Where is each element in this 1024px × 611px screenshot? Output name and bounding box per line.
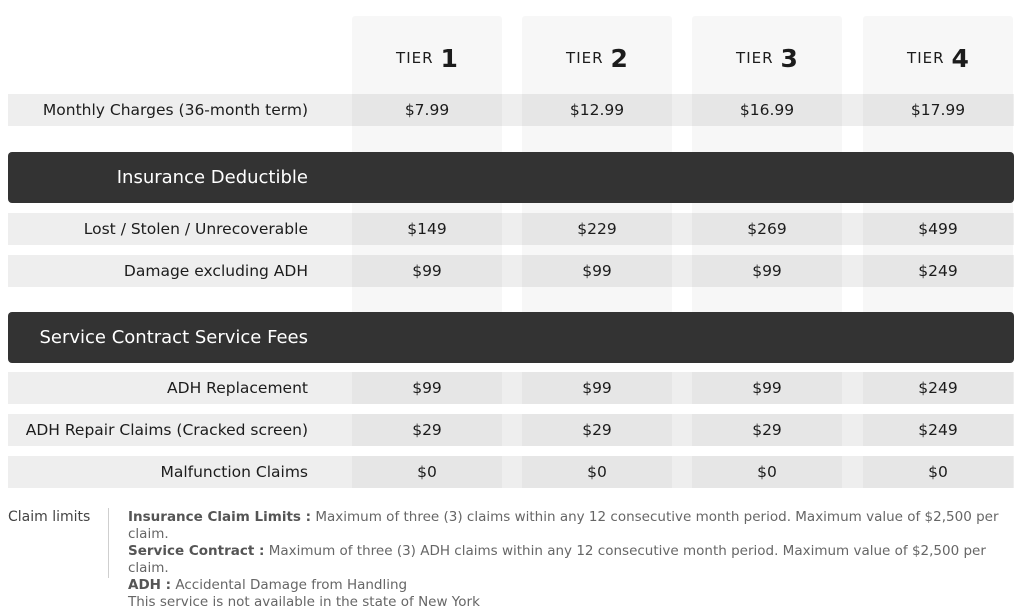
tier-2-value: $99 [582,262,612,280]
tier-4-value: $0 [928,463,948,481]
row-label: ADH Replacement [167,379,308,397]
tier-2-value: $229 [577,220,617,238]
tier-4-value: $499 [918,220,958,238]
tier-number: 1 [440,43,458,73]
tier-word: TIER [907,49,945,67]
table-row: ADH Replacement $99 $99 $99 $249 [8,372,1014,404]
row-label: Lost / Stolen / Unrecoverable [83,220,308,238]
tier-4-value: $249 [918,379,958,397]
tier-4-value: $249 [918,421,958,439]
tier-number: 4 [951,43,969,73]
tier-3-value: $29 [752,421,782,439]
monthly-charges-row: Monthly Charges (36-month term) $7.99 $1… [8,94,1014,126]
tier-number: 2 [610,43,628,73]
tier-number: 3 [780,43,798,73]
tier-1-value: $0 [417,463,437,481]
tier-3-value: $99 [752,379,782,397]
service-contract-note: Service Contract : Maximum of three (3) … [128,543,986,576]
tier-4-value: $249 [918,262,958,280]
claim-limits-label: Claim limits [8,509,91,525]
tier-word: TIER [736,49,774,67]
tier-4-header: TIER 4 [863,40,1013,76]
section-title: Insurance Deductible [116,167,308,188]
claim-limits-notes: Insurance Claim Limits : Maximum of thre… [128,509,1024,611]
tier-4-value: $17.99 [910,101,966,119]
divider [108,508,109,578]
tier-2-value: $99 [582,379,612,397]
tier-3-value: $0 [757,463,777,481]
insurance-claim-limits-note: Insurance Claim Limits : Maximum of thre… [128,509,999,542]
tier-1-value: $7.99 [404,101,450,119]
availability-note: This service is not available in the sta… [128,594,480,610]
tier-1-value: $99 [412,262,442,280]
table-row: Lost / Stolen / Unrecoverable $149 $229 … [8,213,1014,245]
tier-1-value: $29 [412,421,442,439]
service-contract-fees-header: Service Contract Service Fees [8,312,1014,363]
section-title: Service Contract Service Fees [39,327,308,348]
tier-2-value: $29 [582,421,612,439]
tier-word: TIER [566,49,604,67]
table-row: Damage excluding ADH $99 $99 $99 $249 [8,255,1014,287]
tier-1-header: TIER 1 [352,40,502,76]
tier-2-value: $0 [587,463,607,481]
tier-2-value: $12.99 [569,101,625,119]
row-label: Damage excluding ADH [123,262,308,280]
insurance-deductible-header: Insurance Deductible [8,152,1014,203]
tier-3-value: $269 [747,220,787,238]
row-label: Monthly Charges (36-month term) [42,101,308,119]
tier-1-value: $149 [407,220,447,238]
tier-word: TIER [396,49,434,67]
tier-2-header: TIER 2 [522,40,672,76]
tier-1-value: $99 [412,379,442,397]
table-row: ADH Repair Claims (Cracked screen) $29 $… [8,414,1014,446]
tier-3-value: $16.99 [739,101,795,119]
row-label: ADH Repair Claims (Cracked screen) [25,421,308,439]
tier-3-header: TIER 3 [692,40,842,76]
tier-3-value: $99 [752,262,782,280]
table-row: Malfunction Claims $0 $0 $0 $0 [8,456,1014,488]
row-label: Malfunction Claims [160,463,308,481]
